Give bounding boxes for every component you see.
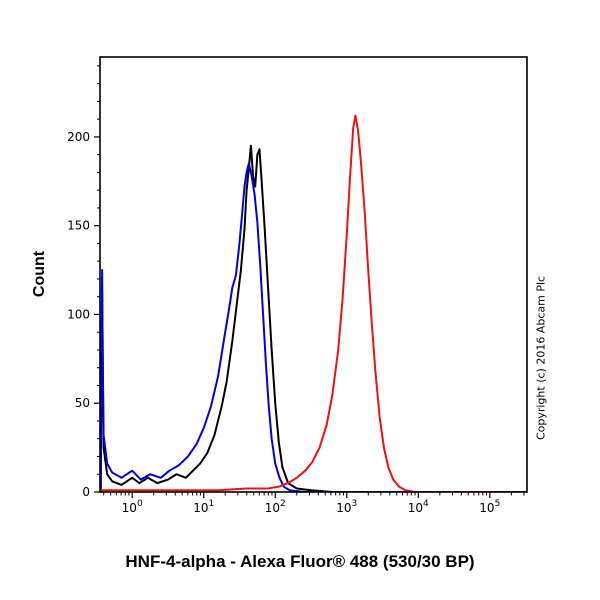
series-isotype-control-blue [100, 162, 527, 492]
y-tick-label: 100 [67, 307, 90, 321]
copyright-text: Copyright (c) 2016 Abcam Plc [534, 275, 548, 441]
series-unlabelled-control-black [100, 144, 527, 492]
y-axis-label: Count [31, 250, 48, 298]
y-tick-label: 200 [67, 130, 90, 144]
x-tick-label: 101 [193, 499, 214, 515]
y-tick-label: 150 [67, 219, 90, 233]
series-hnf-4-alpha-stained-red [100, 114, 527, 492]
x-tick-label: 100 [122, 499, 143, 515]
chart-title: HNF-4-alpha - Alexa Fluor® 488 (530/30 B… [125, 552, 475, 571]
x-tick-label: 104 [408, 499, 429, 515]
x-tick-label: 105 [479, 499, 500, 515]
y-tick-label: 0 [82, 485, 90, 499]
x-tick-label: 103 [336, 499, 357, 515]
plot-frame [99, 56, 528, 493]
x-tick-label: 102 [265, 499, 286, 515]
y-tick-label: 50 [75, 396, 90, 410]
